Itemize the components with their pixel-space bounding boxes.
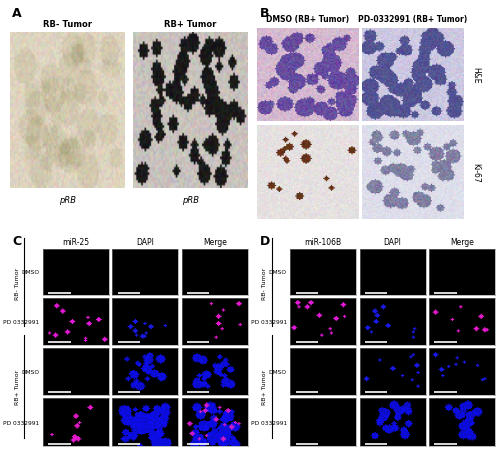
Text: PD 0332991: PD 0332991 — [250, 319, 287, 324]
Text: RB- Tumor: RB- Tumor — [14, 267, 20, 299]
Text: B: B — [260, 7, 269, 20]
Text: DMSO: DMSO — [22, 270, 40, 275]
Text: RB- Tumor: RB- Tumor — [262, 267, 267, 299]
Text: RB+ Tumor: RB+ Tumor — [262, 369, 267, 404]
Text: PD 0332991: PD 0332991 — [250, 419, 287, 424]
Text: pRB: pRB — [58, 196, 76, 205]
Text: Merge: Merge — [203, 237, 226, 246]
Text: C: C — [12, 234, 22, 247]
Text: RB- Tumor: RB- Tumor — [42, 20, 92, 29]
Text: PD 0332991: PD 0332991 — [4, 419, 40, 424]
Text: PD-0332991 (RB+ Tumor): PD-0332991 (RB+ Tumor) — [358, 14, 468, 23]
Text: Merge: Merge — [450, 237, 474, 246]
Text: RB+ Tumor: RB+ Tumor — [14, 369, 20, 404]
Text: miR-25: miR-25 — [62, 237, 90, 246]
Text: pRB: pRB — [182, 196, 199, 205]
Text: DMSO: DMSO — [269, 270, 287, 275]
Text: A: A — [12, 7, 22, 20]
Text: Ki-67: Ki-67 — [471, 162, 480, 182]
Text: DAPI: DAPI — [136, 237, 154, 246]
Text: DAPI: DAPI — [384, 237, 402, 246]
Text: PD 0332991: PD 0332991 — [4, 319, 40, 324]
Text: DMSO (RB+ Tumor): DMSO (RB+ Tumor) — [266, 14, 349, 23]
Text: DMSO: DMSO — [269, 369, 287, 374]
Text: H&E: H&E — [471, 67, 480, 84]
Text: miR-106B: miR-106B — [304, 237, 342, 246]
Text: RB+ Tumor: RB+ Tumor — [164, 20, 217, 29]
Text: D: D — [260, 234, 270, 247]
Text: DMSO: DMSO — [22, 369, 40, 374]
